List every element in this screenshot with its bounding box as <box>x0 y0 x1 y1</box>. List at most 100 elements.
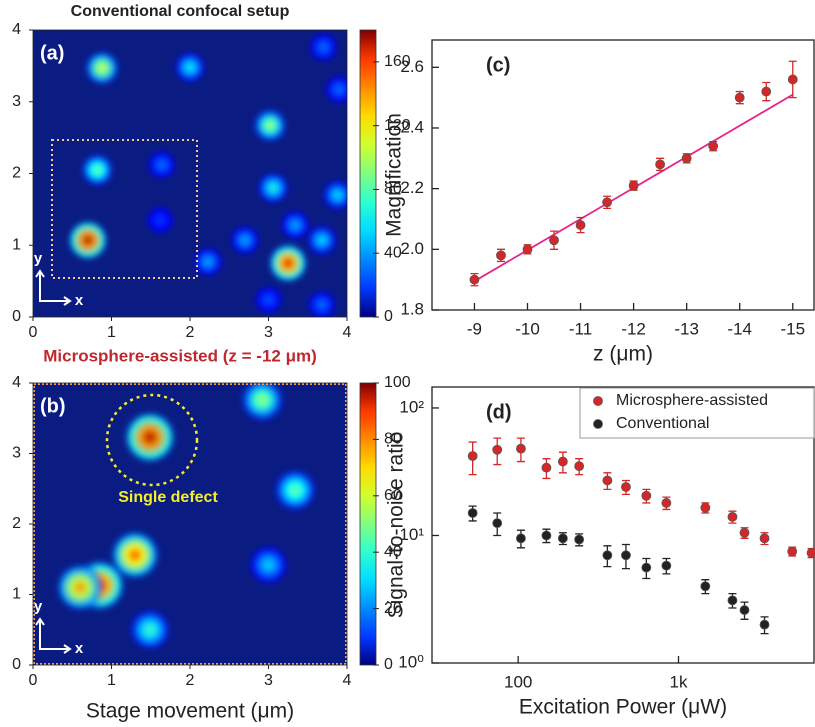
x-tick-label: 3 <box>264 672 273 689</box>
image-frame <box>32 382 348 666</box>
region-box <box>51 139 198 279</box>
spot <box>109 529 161 581</box>
x-tick-label: 1 <box>107 324 116 341</box>
y-axis-label: Signal-to-noise ratio <box>385 432 408 619</box>
marker <box>621 482 631 492</box>
marker <box>739 605 750 615</box>
marker <box>467 451 478 461</box>
panel-label: (c) <box>486 54 510 76</box>
colorbar-tick-label: 100 <box>384 374 411 391</box>
legend-box <box>579 387 815 439</box>
spot <box>273 468 318 513</box>
marker <box>761 86 772 97</box>
y-tick-label: 4 <box>12 21 21 38</box>
arrow-y-label: y <box>34 250 43 267</box>
spot <box>279 209 311 241</box>
image-frame <box>32 29 348 318</box>
legend-label: Microsphere-assisted <box>616 392 768 409</box>
spot <box>128 608 172 652</box>
annotation: Single defect <box>118 489 218 506</box>
colorbar-tick-label: 80 <box>384 431 402 448</box>
defect-circle <box>105 393 199 487</box>
spot <box>321 179 347 211</box>
x-tick-label: 2 <box>186 672 195 689</box>
marker <box>602 197 612 208</box>
marker <box>759 619 770 630</box>
marker <box>806 548 815 558</box>
marker <box>727 511 738 522</box>
y-tick-label: 2 <box>12 515 21 532</box>
x-tick-label: 4 <box>343 672 352 689</box>
spot <box>66 219 109 262</box>
spot <box>173 51 207 84</box>
spot <box>84 50 121 86</box>
marker <box>602 550 613 561</box>
spot <box>80 152 115 187</box>
x-tick-label: 0 <box>29 672 38 689</box>
spot <box>248 544 289 586</box>
x-tick-label: -15 <box>780 319 805 338</box>
y-tick-label: 2.6 <box>400 57 424 76</box>
x-axis-label: Stage movement (μm) <box>86 700 294 723</box>
marker <box>496 250 506 261</box>
marker <box>708 141 719 152</box>
panel-label: (a) <box>40 42 64 64</box>
x-tick-label: -10 <box>515 319 540 338</box>
y-tick-label: 3 <box>12 93 21 110</box>
x-tick-label: -9 <box>467 319 482 338</box>
arrow-y-label: y <box>34 598 43 615</box>
y-tick-label: 10⁰ <box>398 652 424 671</box>
arrow-x-label: x <box>75 292 84 309</box>
colorbar-tick-label: 80 <box>384 181 402 198</box>
marker <box>574 461 585 471</box>
legend-label: Conventional <box>616 415 709 432</box>
marker <box>557 533 568 544</box>
y-tick-label: 2 <box>12 165 21 182</box>
spot <box>308 32 339 63</box>
x-tick-label: 3 <box>264 324 273 341</box>
marker <box>727 595 738 606</box>
marker <box>759 533 770 544</box>
x-axis-label: z (μm) <box>593 343 653 366</box>
spots <box>55 383 318 652</box>
spot <box>256 171 290 205</box>
marker <box>739 527 750 538</box>
marker <box>522 244 533 255</box>
spot <box>122 410 178 465</box>
marker <box>516 443 526 454</box>
marker <box>641 562 652 573</box>
colorbar-tick-label: 120 <box>384 117 411 134</box>
y-tick-label: 2.0 <box>400 239 424 258</box>
plot-frame <box>431 386 815 664</box>
legend-marker <box>593 396 603 406</box>
marker <box>787 74 798 85</box>
x-tick-label: -13 <box>674 319 699 338</box>
x-tick-label: 1 <box>107 672 116 689</box>
y-tick-label: 10² <box>399 397 424 416</box>
spot <box>146 150 177 180</box>
marker <box>641 490 652 501</box>
image-border <box>33 383 347 665</box>
colorbar <box>359 382 377 666</box>
spot <box>55 562 105 613</box>
panel-label: (d) <box>486 401 512 423</box>
colorbar-tick-label: 40 <box>384 244 402 261</box>
marker <box>734 92 745 103</box>
marker <box>574 534 585 545</box>
legend-marker <box>593 419 603 429</box>
x-tick-label: 0 <box>29 324 38 341</box>
x-tick-label: 4 <box>343 324 352 341</box>
marker <box>541 462 552 473</box>
panel-label: (b) <box>40 395 66 417</box>
marker <box>492 518 503 529</box>
spot <box>192 246 224 278</box>
plot-frame <box>431 39 815 311</box>
spot <box>252 107 288 143</box>
y-tick-label: 2.4 <box>400 117 424 136</box>
marker <box>700 502 711 513</box>
y-tick-label: 3 <box>12 445 21 462</box>
y-tick-label: 0 <box>12 308 21 325</box>
y-tick-label: 1.8 <box>400 299 424 318</box>
y-tick-label: 4 <box>12 374 21 391</box>
y-tick-label: 0 <box>12 656 21 673</box>
